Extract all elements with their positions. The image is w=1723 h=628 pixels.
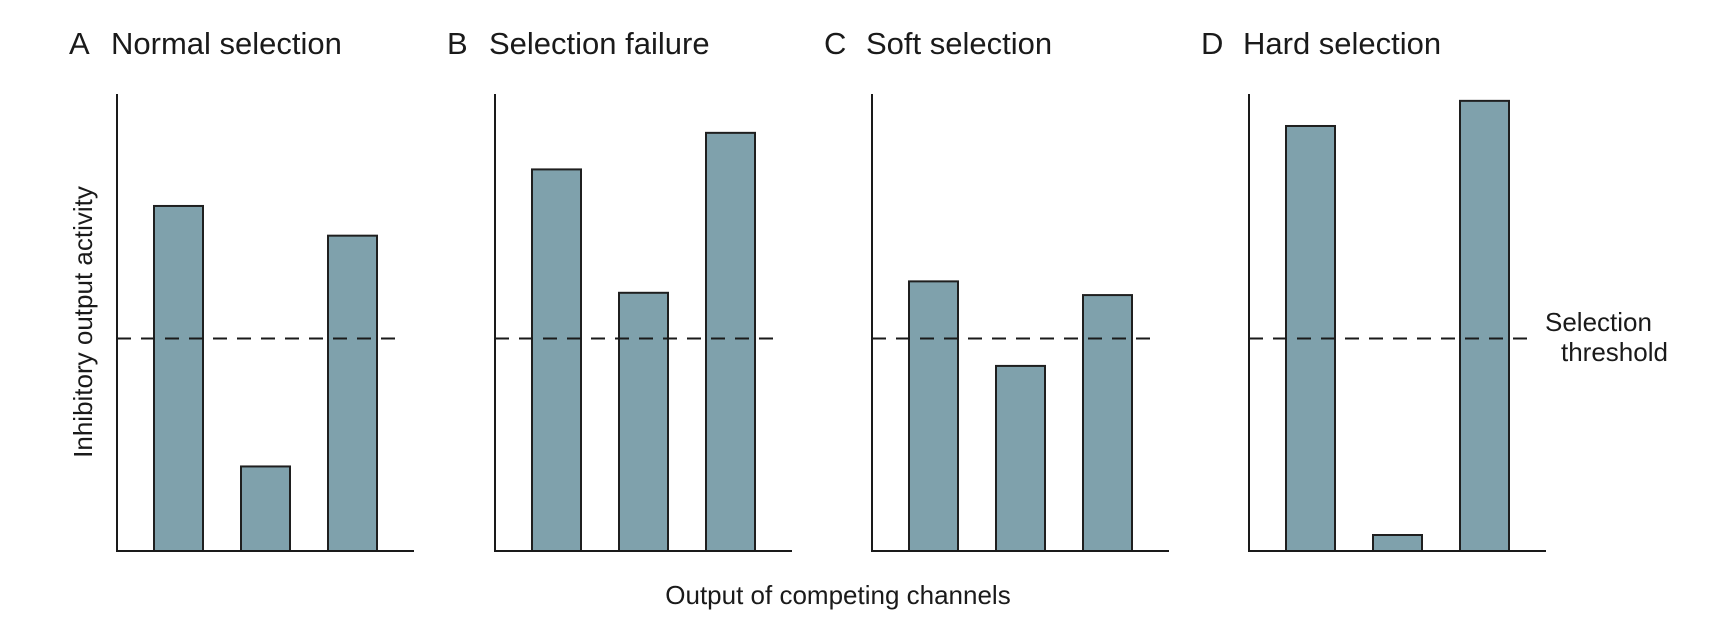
panels: A Normal selection B Selection failure C Soft…	[69, 26, 1546, 553]
panel-soft-selection: C Soft selection	[824, 26, 1169, 553]
panel-title: Normal selection	[111, 26, 342, 61]
bar-3	[1459, 99, 1510, 552]
bar-1	[908, 280, 959, 552]
y-axis-label: Inhibitory output activity	[68, 186, 98, 458]
bar-1	[531, 168, 582, 552]
panel-letter: B	[447, 26, 468, 61]
bar-2	[1372, 534, 1423, 553]
panel-letter: D	[1201, 26, 1223, 61]
panel-letter: C	[824, 26, 846, 61]
panel-hard-selection: D Hard selection	[1201, 26, 1546, 553]
bar-3	[705, 131, 756, 552]
bar-3	[1082, 294, 1133, 552]
panel-normal-selection: A Normal selection	[69, 26, 414, 552]
bar-2	[995, 364, 1046, 553]
panel-selection-failure: B Selection failure	[447, 26, 792, 552]
bar-3	[327, 234, 378, 552]
x-axis-label: Output of competing channels	[665, 580, 1010, 610]
threshold-label-line2: threshold	[1561, 337, 1668, 367]
panel-letter: A	[69, 26, 90, 61]
panel-title: Soft selection	[866, 26, 1052, 61]
bar-2	[618, 291, 669, 552]
bar-2	[240, 465, 291, 552]
bar-1	[153, 204, 204, 552]
panel-title: Hard selection	[1243, 26, 1441, 61]
threshold-label-line1: Selection	[1545, 307, 1652, 337]
panel-title: Selection failure	[489, 26, 710, 61]
